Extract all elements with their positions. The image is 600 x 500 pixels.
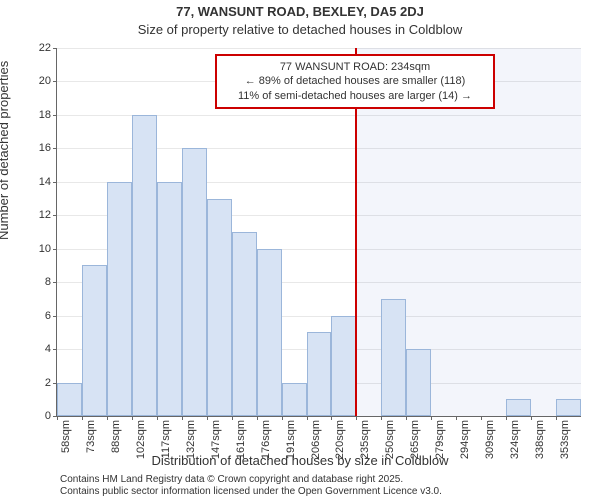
xtick-label: 250sqm (384, 420, 396, 459)
ytick-label: 2 (45, 377, 51, 389)
xtick-label: 102sqm (135, 420, 147, 459)
callout-line: 11% of semi-detached houses are larger (… (225, 89, 485, 103)
xtick-label: 58sqm (60, 420, 72, 453)
ytick-label: 4 (45, 343, 51, 355)
xtick-mark (57, 416, 58, 420)
xtick-mark (257, 416, 258, 420)
xtick-mark (107, 416, 108, 420)
histogram-bar (506, 399, 531, 416)
histogram-bar (556, 399, 581, 416)
histogram-bar (132, 115, 157, 416)
xtick-label: 353sqm (559, 420, 571, 459)
ytick-mark (53, 316, 57, 317)
ytick-label: 14 (39, 176, 51, 188)
xtick-mark (481, 416, 482, 420)
xtick-mark (506, 416, 507, 420)
xtick-mark (431, 416, 432, 420)
chart-title: 77, WANSUNT ROAD, BEXLEY, DA5 2DJ (0, 4, 600, 19)
xtick-mark (157, 416, 158, 420)
xtick-mark (132, 416, 133, 420)
ytick-mark (53, 215, 57, 216)
xtick-mark (456, 416, 457, 420)
ytick-mark (53, 148, 57, 149)
histogram-bar (381, 299, 406, 416)
ytick-label: 6 (45, 310, 51, 322)
xtick-label: 220sqm (334, 420, 346, 459)
ytick-label: 20 (39, 75, 51, 87)
xtick-label: 161sqm (235, 420, 247, 459)
histogram-bar (182, 148, 207, 416)
xtick-mark (207, 416, 208, 420)
xtick-mark (282, 416, 283, 420)
xtick-label: 147sqm (210, 420, 222, 459)
histogram-bar (307, 332, 332, 416)
ytick-label: 8 (45, 276, 51, 288)
callout-line: ← 89% of detached houses are smaller (11… (225, 74, 485, 88)
histogram-bar (406, 349, 431, 416)
ytick-mark (53, 48, 57, 49)
xtick-label: 191sqm (285, 420, 297, 459)
ytick-mark (53, 282, 57, 283)
xtick-label: 294sqm (459, 420, 471, 459)
xtick-label: 176sqm (260, 420, 272, 459)
histogram-bar (282, 383, 307, 416)
ytick-label: 0 (45, 410, 51, 422)
xtick-mark (331, 416, 332, 420)
attribution-line: Contains HM Land Registry data © Crown c… (60, 474, 442, 486)
ytick-mark (53, 115, 57, 116)
histogram-bar (57, 383, 82, 416)
y-axis-label: Number of detached properties (0, 61, 11, 240)
xtick-label: 265sqm (409, 420, 421, 459)
ytick-mark (53, 182, 57, 183)
xtick-mark (381, 416, 382, 420)
xtick-mark (182, 416, 183, 420)
histogram-bar (207, 199, 232, 416)
xtick-label: 88sqm (110, 420, 122, 453)
xtick-label: 324sqm (509, 420, 521, 459)
histogram-bar (232, 232, 257, 416)
histogram-bar (82, 265, 107, 416)
xtick-mark (406, 416, 407, 420)
xtick-mark (531, 416, 532, 420)
histogram-bar (107, 182, 132, 416)
chart-subtitle: Size of property relative to detached ho… (0, 22, 600, 37)
xtick-label: 206sqm (310, 420, 322, 459)
histogram-bar (157, 182, 182, 416)
xtick-label: 338sqm (534, 420, 546, 459)
attribution-line: Contains public sector information licen… (60, 486, 442, 498)
ytick-label: 12 (39, 209, 51, 221)
callout-box: 77 WANSUNT ROAD: 234sqm← 89% of detached… (215, 54, 495, 109)
ytick-label: 18 (39, 109, 51, 121)
ytick-label: 22 (39, 42, 51, 54)
ytick-mark (53, 81, 57, 82)
xtick-label: 279sqm (434, 420, 446, 459)
xtick-mark (232, 416, 233, 420)
xtick-label: 309sqm (484, 420, 496, 459)
ytick-label: 16 (39, 142, 51, 154)
xtick-label: 132sqm (185, 420, 197, 459)
xtick-mark (307, 416, 308, 420)
callout-line: 77 WANSUNT ROAD: 234sqm (225, 60, 485, 74)
histogram-chart: 77, WANSUNT ROAD, BEXLEY, DA5 2DJ Size o… (0, 0, 600, 500)
xtick-mark (556, 416, 557, 420)
xtick-mark (82, 416, 83, 420)
histogram-bar (331, 316, 356, 416)
plot-area: 024681012141618202258sqm73sqm88sqm102sqm… (56, 48, 581, 417)
xtick-label: 235sqm (359, 420, 371, 459)
histogram-bar (257, 249, 282, 416)
attribution-text: Contains HM Land Registry data © Crown c… (60, 474, 442, 498)
xtick-label: 73sqm (85, 420, 97, 453)
xtick-mark (356, 416, 357, 420)
xtick-label: 117sqm (160, 420, 172, 458)
ytick-label: 10 (39, 243, 51, 255)
ytick-mark (53, 349, 57, 350)
ytick-mark (53, 249, 57, 250)
